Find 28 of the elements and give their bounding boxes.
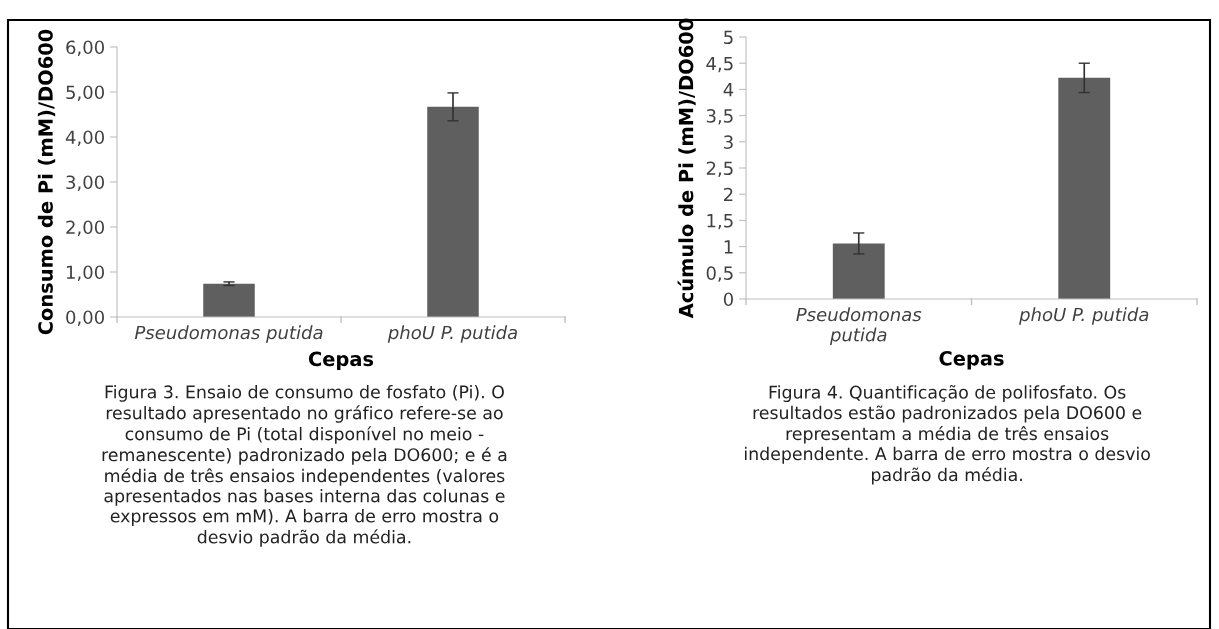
y-axis-title: Consumo de Pi (mM)/DO600 xyxy=(37,29,56,335)
y-tick-label: 1,5 xyxy=(707,214,733,230)
y-tick-label: 1,00 xyxy=(66,265,104,281)
y-tick-label: 2,00 xyxy=(66,220,104,236)
y-tick-label: 6,00 xyxy=(66,40,104,56)
y-tick-label: 1 xyxy=(724,240,733,254)
y-tick-label: 4 xyxy=(723,83,734,97)
y-tick-label: 3 xyxy=(724,135,733,149)
x-axis-title: Cepas xyxy=(939,350,1004,370)
y-tick-label: 0,00 xyxy=(66,310,104,326)
text: Figura 4. Quantificação de polifosfato. Os resultados estão padronizados pela DO600 e representam a média de três ensaios independente. A barra de erro mostra o desvio padrão da média. xyxy=(744,385,1150,485)
y-tick-label: 2 xyxy=(724,187,733,202)
y-tick-label: 5,00 xyxy=(66,85,104,101)
y-tick-label: 0 xyxy=(723,292,733,307)
y-tick-label: 4,00 xyxy=(65,130,104,146)
x-tick-label: Pseudomonas putida xyxy=(134,325,323,343)
x-tick-label: phoU P. putida xyxy=(387,325,517,343)
y-tick-label: 3,00 xyxy=(66,175,104,191)
y-tick-label: 4,5 xyxy=(706,56,733,73)
y-tick-label: 3,5 xyxy=(706,109,733,125)
y-tick-label: 5 xyxy=(724,30,733,45)
text: Figura 3. Ensaio de consumo de fosfato (Pi). O resultado apresentado no gráfico refere-se ao consumo de Pi (total disponível no meio - remanescente) padronizado pela DO600; e é a média de três ensaios independentes (valores apresentados nas bases interna das colunas e expressos em mM). A barra de erro mostra o desvio padrão da média. xyxy=(102,385,507,547)
y-tick-label: 2,5 xyxy=(706,161,733,177)
x-tick-label: Pseudomonas putida xyxy=(796,307,922,346)
y-axis-title: Acúmulo de Pi (mM)/DO600 xyxy=(677,18,696,319)
y-tick-label: 0,5 xyxy=(706,266,733,282)
x-axis-title: Cepas xyxy=(308,351,374,370)
x-tick-label: phoU P. putida xyxy=(1019,307,1149,325)
